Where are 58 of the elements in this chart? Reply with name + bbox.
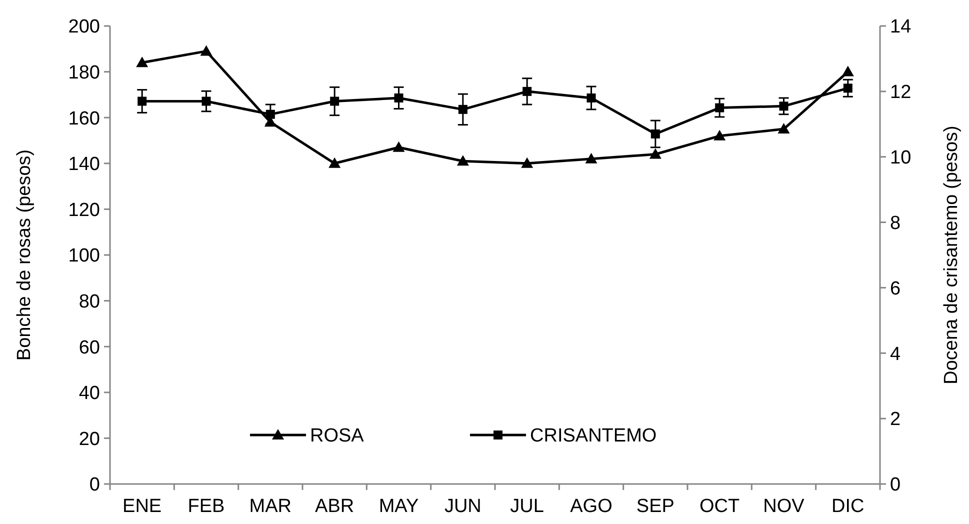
point: [330, 96, 340, 106]
x-tick-label: JUN: [444, 496, 482, 517]
point: [328, 157, 341, 168]
y2-tick-label: 10: [890, 148, 912, 169]
x-tick-label: FEB: [188, 496, 225, 517]
point: [715, 103, 724, 112]
y-tick-label: 200: [68, 16, 100, 38]
x-tick-label: NOV: [763, 496, 805, 517]
point: [200, 45, 212, 56]
point: [586, 93, 596, 102]
point: [714, 130, 726, 140]
x-tick-label: ENE: [122, 496, 162, 517]
y-tick-label: 180: [68, 62, 100, 84]
y-tick-label: 0: [89, 474, 100, 496]
y2-axis-title: Docena de crisantemo (pesos): [941, 126, 962, 384]
x-tick-label: ABR: [315, 496, 354, 517]
y2-tick-label: 12: [890, 82, 912, 104]
y-tick-label: 100: [68, 246, 100, 267]
point: [522, 86, 532, 96]
point: [266, 110, 275, 119]
y2-tick-label: 4: [890, 344, 901, 365]
point: [778, 123, 790, 134]
point: [136, 56, 148, 68]
point: [842, 66, 854, 76]
point: [456, 155, 469, 166]
x-tick-label: JUL: [510, 496, 544, 517]
point: [202, 96, 211, 106]
point: [650, 129, 660, 138]
legend-label: ROSA: [310, 426, 364, 447]
y-axis-title: Bonche de rosas (pesos): [14, 149, 35, 361]
y-tick-label: 80: [78, 291, 100, 312]
y2-tick-label: 0: [890, 474, 901, 496]
point: [394, 93, 404, 102]
y2-tick-label: 6: [890, 278, 901, 300]
y-tick-label: 120: [68, 200, 100, 221]
y2-tick-label: 2: [890, 409, 901, 430]
y-tick-label: 20: [78, 428, 100, 450]
point: [649, 148, 662, 159]
point: [779, 102, 788, 111]
y-tick-label: 160: [68, 108, 100, 130]
point: [392, 141, 405, 152]
y-tick-label: 140: [68, 154, 100, 176]
x-tick-label: OCT: [700, 496, 740, 517]
point: [138, 96, 147, 106]
point: [521, 157, 534, 168]
y2-tick-label: 14: [890, 16, 912, 38]
x-tick-label: DIC: [832, 496, 864, 517]
point: [458, 104, 468, 114]
y-tick-label: 40: [78, 383, 100, 404]
x-tick-label: SEP: [636, 496, 674, 517]
y-tick-label: 60: [78, 337, 100, 358]
x-tick-label: MAR: [249, 496, 292, 517]
x-tick-label: AGO: [570, 496, 612, 517]
x-tick-label: MAY: [378, 496, 419, 517]
point: [843, 84, 852, 93]
legend-label: CRISANTEMO: [530, 426, 657, 447]
point: [585, 152, 598, 164]
y2-tick-label: 8: [890, 212, 901, 234]
